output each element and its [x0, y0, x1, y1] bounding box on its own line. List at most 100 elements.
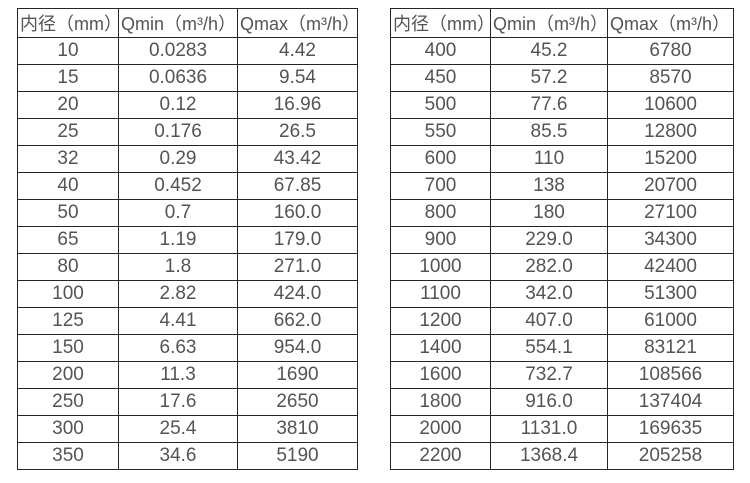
table-row: 125 4.41 662.0	[17, 307, 358, 335]
flow-rate-table-dn10-350: 内径（mm） Qmin（m³/h） Qmax（m³/h） 10 0.0283 4.4…	[17, 8, 358, 470]
table-cell: 100	[17, 280, 119, 308]
table-cell: 17.6	[118, 388, 238, 416]
table-cell: 1100	[390, 280, 491, 308]
table-row: 80 1.8 271.0	[17, 253, 358, 281]
table-row: 200 11.3 1690	[17, 361, 358, 389]
table-row: 2000 1131.0 169635	[390, 415, 734, 443]
table-cell: 554.1	[490, 334, 608, 362]
table-cell: 57.2	[490, 64, 608, 92]
table-cell: 160.0	[237, 199, 358, 227]
table-cell: 916.0	[490, 388, 608, 416]
table-cell: 51300	[607, 280, 734, 308]
table-cell: 0.0283	[118, 37, 238, 65]
table-row: 10 0.0283 4.42	[17, 37, 358, 65]
table-row: 100 2.82 424.0	[17, 280, 358, 308]
table-row: 450 57.2 8570	[390, 64, 734, 92]
flow-rate-table-dn400-2200: 内径（mm） Qmin（m³/h） Qmax（m³/h） 400 45.2 6780…	[390, 8, 734, 470]
table-row: 550 85.5 12800	[390, 118, 734, 146]
table-cell: 200	[17, 361, 119, 389]
table-row: 20 0.12 16.96	[17, 91, 358, 119]
table-row: 65 1.19 179.0	[17, 226, 358, 254]
table-cell: 10600	[607, 91, 734, 119]
table-cell: 80	[17, 253, 119, 281]
table-cell: 1200	[390, 307, 491, 335]
table-cell: 271.0	[237, 253, 358, 281]
table-cell: 282.0	[490, 253, 608, 281]
table-row: 400 45.2 6780	[390, 37, 734, 65]
table-cell: 110	[490, 145, 608, 173]
table-cell: 6.63	[118, 334, 238, 362]
table-cell: 342.0	[490, 280, 608, 308]
table-row: 1000 282.0 42400	[390, 253, 734, 281]
table-cell: 6780	[607, 37, 734, 65]
table-cell: 20700	[607, 172, 734, 200]
table-body: 10 0.0283 4.42 15 0.0636 9.54 20 0.12 16.96 25 0.1…	[17, 37, 358, 470]
header-row: 内径（mm） Qmin（m³/h） Qmax（m³/h）	[17, 8, 358, 38]
table-cell: 1368.4	[490, 442, 608, 470]
table-cell: 67.85	[237, 172, 358, 200]
table-cell: 180	[490, 199, 608, 227]
table-row: 600 110 15200	[390, 145, 734, 173]
table-cell: 800	[390, 199, 491, 227]
table-cell: 26.5	[237, 118, 358, 146]
table-cell: 205258	[607, 442, 734, 470]
table-cell: 45.2	[490, 37, 608, 65]
table-cell: 15	[17, 64, 119, 92]
table-cell: 424.0	[237, 280, 358, 308]
table-cell: 0.7	[118, 199, 238, 227]
table-row: 50 0.7 160.0	[17, 199, 358, 227]
table-cell: 2200	[390, 442, 491, 470]
table-row: 900 229.0 34300	[390, 226, 734, 254]
table-cell: 0.0636	[118, 64, 238, 92]
table-cell: 350	[17, 442, 119, 470]
table-row: 1800 916.0 137404	[390, 388, 734, 416]
table-cell: 0.176	[118, 118, 238, 146]
table-cell: 34300	[607, 226, 734, 254]
table-cell: 10	[17, 37, 119, 65]
table-cell: 20	[17, 91, 119, 119]
table-cell: 662.0	[237, 307, 358, 335]
header-row: 内径（mm） Qmin（m³/h） Qmax（m³/h）	[390, 8, 734, 38]
table-cell: 1600	[390, 361, 491, 389]
table-cell: 25	[17, 118, 119, 146]
table-cell: 450	[390, 64, 491, 92]
table-cell: 11.3	[118, 361, 238, 389]
table-cell: 25.4	[118, 415, 238, 443]
table-cell: 407.0	[490, 307, 608, 335]
table-cell: 12800	[607, 118, 734, 146]
table-cell: 732.7	[490, 361, 608, 389]
table-cell: 16.96	[237, 91, 358, 119]
table-cell: 179.0	[237, 226, 358, 254]
table-row: 32 0.29 43.42	[17, 145, 358, 173]
table-cell: 1400	[390, 334, 491, 362]
table-row: 700 138 20700	[390, 172, 734, 200]
table-row: 1200 407.0 61000	[390, 307, 734, 335]
table-cell: 61000	[607, 307, 734, 335]
table-cell: 1800	[390, 388, 491, 416]
table-cell: 300	[17, 415, 119, 443]
table-row: 2200 1368.4 205258	[390, 442, 734, 470]
table-row: 350 34.6 5190	[17, 442, 358, 470]
table-row: 1100 342.0 51300	[390, 280, 734, 308]
table-cell: 85.5	[490, 118, 608, 146]
table-cell: 108566	[607, 361, 734, 389]
table-cell: 4.41	[118, 307, 238, 335]
table-cell: 0.29	[118, 145, 238, 173]
table-row: 1600 732.7 108566	[390, 361, 734, 389]
table-cell: 27100	[607, 199, 734, 227]
table-cell: 500	[390, 91, 491, 119]
table-cell: 2650	[237, 388, 358, 416]
table-cell: 9.54	[237, 64, 358, 92]
table-cell: 250	[17, 388, 119, 416]
table-cell: 125	[17, 307, 119, 335]
table-cell: 900	[390, 226, 491, 254]
table-row: 250 17.6 2650	[17, 388, 358, 416]
table-body: 400 45.2 6780 450 57.2 8570 500 77.6 10600 550 85.…	[390, 37, 734, 470]
table-cell: 8570	[607, 64, 734, 92]
table-cell: 1.8	[118, 253, 238, 281]
table-cell: 2.82	[118, 280, 238, 308]
table-cell: 2000	[390, 415, 491, 443]
table-cell: 42400	[607, 253, 734, 281]
table-cell: 137404	[607, 388, 734, 416]
